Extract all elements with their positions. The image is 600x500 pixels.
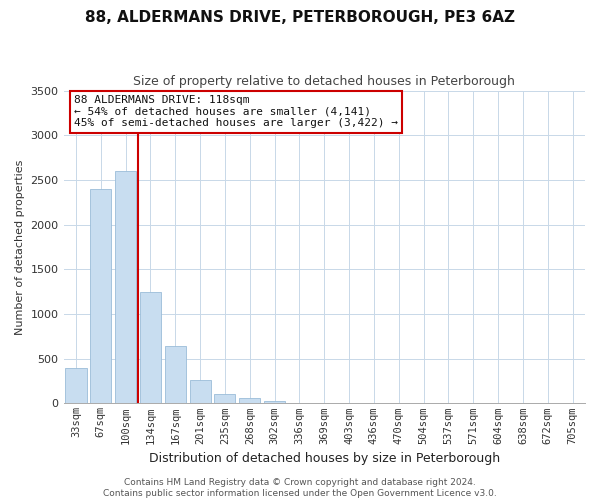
Bar: [115, 171, 136, 404]
Text: Contains HM Land Registry data © Crown copyright and database right 2024.
Contai: Contains HM Land Registry data © Crown c…: [103, 478, 497, 498]
Bar: [165, 346, 186, 404]
Title: Size of property relative to detached houses in Peterborough: Size of property relative to detached ho…: [133, 75, 515, 88]
Bar: [264, 400, 285, 404]
Text: 88, ALDERMANS DRIVE, PETERBOROUGH, PE3 6AZ: 88, ALDERMANS DRIVE, PETERBOROUGH, PE3 6…: [85, 10, 515, 25]
Y-axis label: Number of detached properties: Number of detached properties: [15, 160, 25, 334]
Bar: [140, 292, 161, 404]
Bar: [90, 189, 112, 404]
Bar: [214, 394, 235, 404]
Bar: [239, 398, 260, 404]
Bar: [190, 380, 211, 404]
X-axis label: Distribution of detached houses by size in Peterborough: Distribution of detached houses by size …: [149, 452, 500, 465]
Text: 88 ALDERMANS DRIVE: 118sqm
← 54% of detached houses are smaller (4,141)
45% of s: 88 ALDERMANS DRIVE: 118sqm ← 54% of deta…: [74, 95, 398, 128]
Bar: [65, 368, 86, 404]
